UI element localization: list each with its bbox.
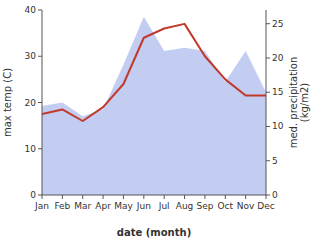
y2-tick — [266, 23, 270, 24]
y2-tick-label: 0 — [272, 190, 278, 200]
precipitation-area — [42, 17, 266, 195]
x-axis-label: date (month) — [117, 227, 191, 238]
y-tick — [38, 56, 42, 57]
x-tick — [204, 195, 205, 199]
y2-tick — [266, 195, 270, 196]
x-tick-label: Oct — [217, 201, 233, 211]
y-tick-label: 0 — [30, 190, 36, 200]
x-axis-line — [42, 195, 266, 196]
x-tick — [62, 195, 63, 199]
x-tick — [266, 195, 267, 199]
x-tick-label: Jun — [136, 201, 151, 211]
y2-tick-label: 15 — [272, 87, 283, 97]
y-tick — [38, 148, 42, 149]
y2-tick-label: 25 — [272, 19, 283, 29]
y2-axis-line — [266, 10, 267, 195]
x-tick — [225, 195, 226, 199]
x-tick — [245, 195, 246, 199]
x-tick — [103, 195, 104, 199]
y-axis-label: max temp (C) — [2, 68, 13, 137]
temperature-line — [42, 24, 266, 121]
y2-tick — [266, 57, 270, 58]
y2-tick-label: 20 — [272, 53, 284, 63]
y-tick-label: 30 — [25, 51, 37, 61]
x-tick-label: May — [114, 201, 133, 211]
x-tick — [184, 195, 185, 199]
x-tick — [123, 195, 124, 199]
x-tick — [143, 195, 144, 199]
y2-axis-label-line: med. precipitation — [288, 57, 299, 149]
y2-tick-label: 5 — [272, 156, 278, 166]
x-tick — [164, 195, 165, 199]
x-tick-label: Jan — [34, 201, 49, 211]
chart: 0 10 20 30 40 0 5 10 15 20 25 Jan Feb Mar AprMayJun Jul… — [0, 0, 318, 247]
y2-axis-label-line: (kg/m2) — [299, 83, 310, 123]
x-tick-label: Aug — [176, 201, 194, 211]
y-tick — [38, 195, 42, 196]
x-tick-label: Nov — [237, 201, 255, 211]
y-tick — [38, 10, 42, 11]
y2-tick-label: 10 — [272, 121, 284, 131]
y2-tick — [266, 92, 270, 93]
y-tick-label: 10 — [25, 144, 37, 154]
x-tick-label: Feb — [54, 201, 70, 211]
plot-area — [42, 17, 266, 195]
x-tick-label: Sep — [196, 201, 213, 211]
y2-tick — [266, 160, 270, 161]
x-tick — [82, 195, 83, 199]
y2-axis-label: med. precipitation(kg/m2) — [288, 57, 310, 149]
y-tick — [38, 102, 42, 103]
x-tick-label: Dec — [257, 201, 274, 211]
y2-tick — [266, 126, 270, 127]
x-tick — [42, 195, 43, 199]
x-tick-label: Jul — [158, 201, 170, 211]
x-tick-label: Mar — [74, 201, 91, 211]
y-tick-label: 40 — [25, 5, 37, 15]
y-tick-label: 20 — [25, 98, 37, 108]
x-tick-label: Apr — [95, 201, 111, 211]
